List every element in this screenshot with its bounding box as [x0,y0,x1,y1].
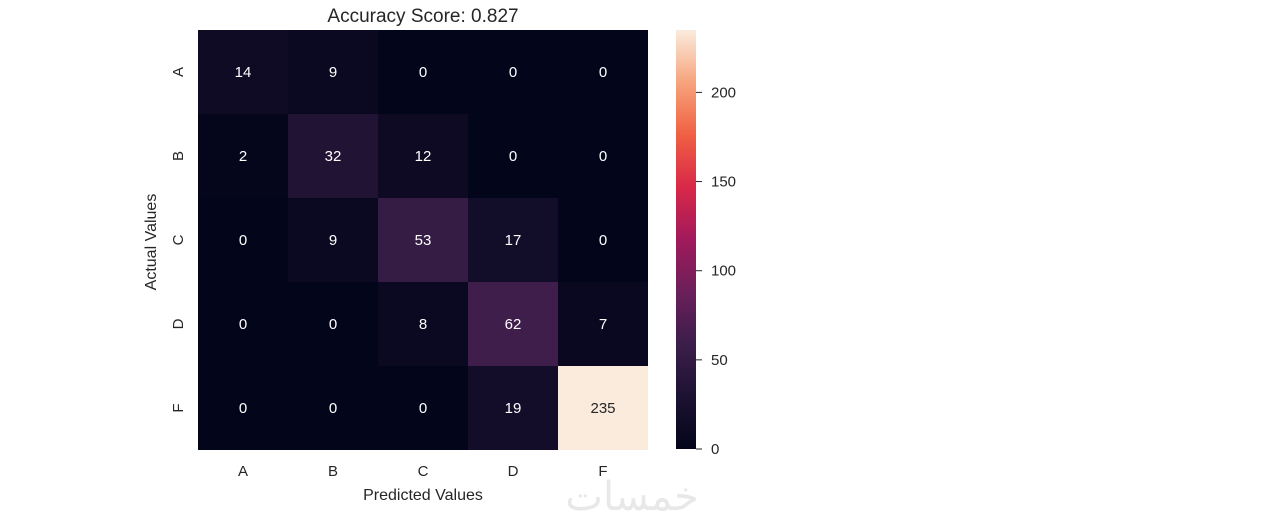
y-tick-label: F [170,403,187,412]
cell-value-label: 32 [325,148,342,165]
heatmap-cell [558,366,648,450]
colorbar-tick-label: 200 [711,84,736,101]
cell-value-label: 0 [599,148,607,165]
heatmap-cell [198,366,288,450]
cell-value-label: 8 [419,316,427,333]
cell-value-label: 19 [505,400,522,417]
cell-value-label: 0 [239,400,247,417]
cell-value-label: 62 [505,316,522,333]
colorbar-tick-label: 150 [711,174,736,191]
cell-value-label: 53 [415,232,432,249]
cell-value-label: 17 [505,232,522,249]
x-tick-label: D [508,463,519,480]
cell-value-label: 9 [329,232,337,249]
heatmap-cell [378,198,468,282]
y-axis-ticks: A B C D F [170,67,187,413]
cell-value-label: 0 [329,400,337,417]
cell-value-label: 7 [599,316,607,333]
cell-value-label: 0 [329,316,337,333]
heatmap-cell [288,282,378,366]
y-tick-label: A [170,67,187,77]
cell-value-label: 0 [599,64,607,81]
heatmap-cell [198,114,288,198]
colorbar: 0 50 100 150 200 [676,30,736,458]
cell-value-label: 0 [239,316,247,333]
heatmap-cell [198,198,288,282]
heatmap-cell [288,30,378,114]
cell-value-label: 12 [415,148,432,165]
heatmap-cell [468,30,558,114]
cell-value-label: 0 [419,64,427,81]
cell-value-label: 0 [509,64,517,81]
cell-value-label: 2 [239,148,247,165]
cell-value-label: 9 [329,64,337,81]
heatmap-cell [558,114,648,198]
heatmap-cells: 14 9 0 0 0 2 32 12 0 0 0 9 53 17 0 0 0 8 62 7 0 0 0 19 235 [198,30,648,450]
chart-title: Accuracy Score: 0.827 [327,6,518,27]
heatmap-cell [558,30,648,114]
heatmap-cell [378,282,468,366]
y-axis-label: Actual Values [143,194,160,291]
heatmap-cell [378,366,468,450]
x-tick-label: A [238,463,248,480]
colorbar-tick-label: 0 [711,441,719,458]
colorbar-tick-label: 50 [711,352,728,369]
y-tick-label: C [170,234,187,245]
cell-value-label: 0 [419,400,427,417]
x-tick-label: B [328,463,338,480]
y-tick-label: D [170,318,187,329]
x-axis-label: Predicted Values [363,487,483,504]
cell-value-label: 0 [599,232,607,249]
heatmap-cell [288,114,378,198]
x-tick-label: F [598,463,607,480]
cell-value-label: 235 [590,400,615,417]
x-tick-label: C [418,463,429,480]
colorbar-gradient [676,30,696,449]
heatmap-cell [558,282,648,366]
cell-value-label: 14 [235,64,252,81]
heatmap-cell [558,198,648,282]
y-tick-label: B [170,151,187,161]
cell-value-label: 0 [509,148,517,165]
cell-value-label: 0 [239,232,247,249]
heatmap-cell [288,366,378,450]
heatmap-cell [468,282,558,366]
watermark-logo: خمسات [565,474,698,520]
heatmap-cell [378,30,468,114]
heatmap-cell [468,198,558,282]
heatmap-cell [198,30,288,114]
heatmap-cell [288,198,378,282]
colorbar-tick-label: 100 [711,263,736,280]
heatmap-cell [378,114,468,198]
heatmap-cell [198,282,288,366]
heatmap-cell [468,114,558,198]
heatmap-cell [468,366,558,450]
